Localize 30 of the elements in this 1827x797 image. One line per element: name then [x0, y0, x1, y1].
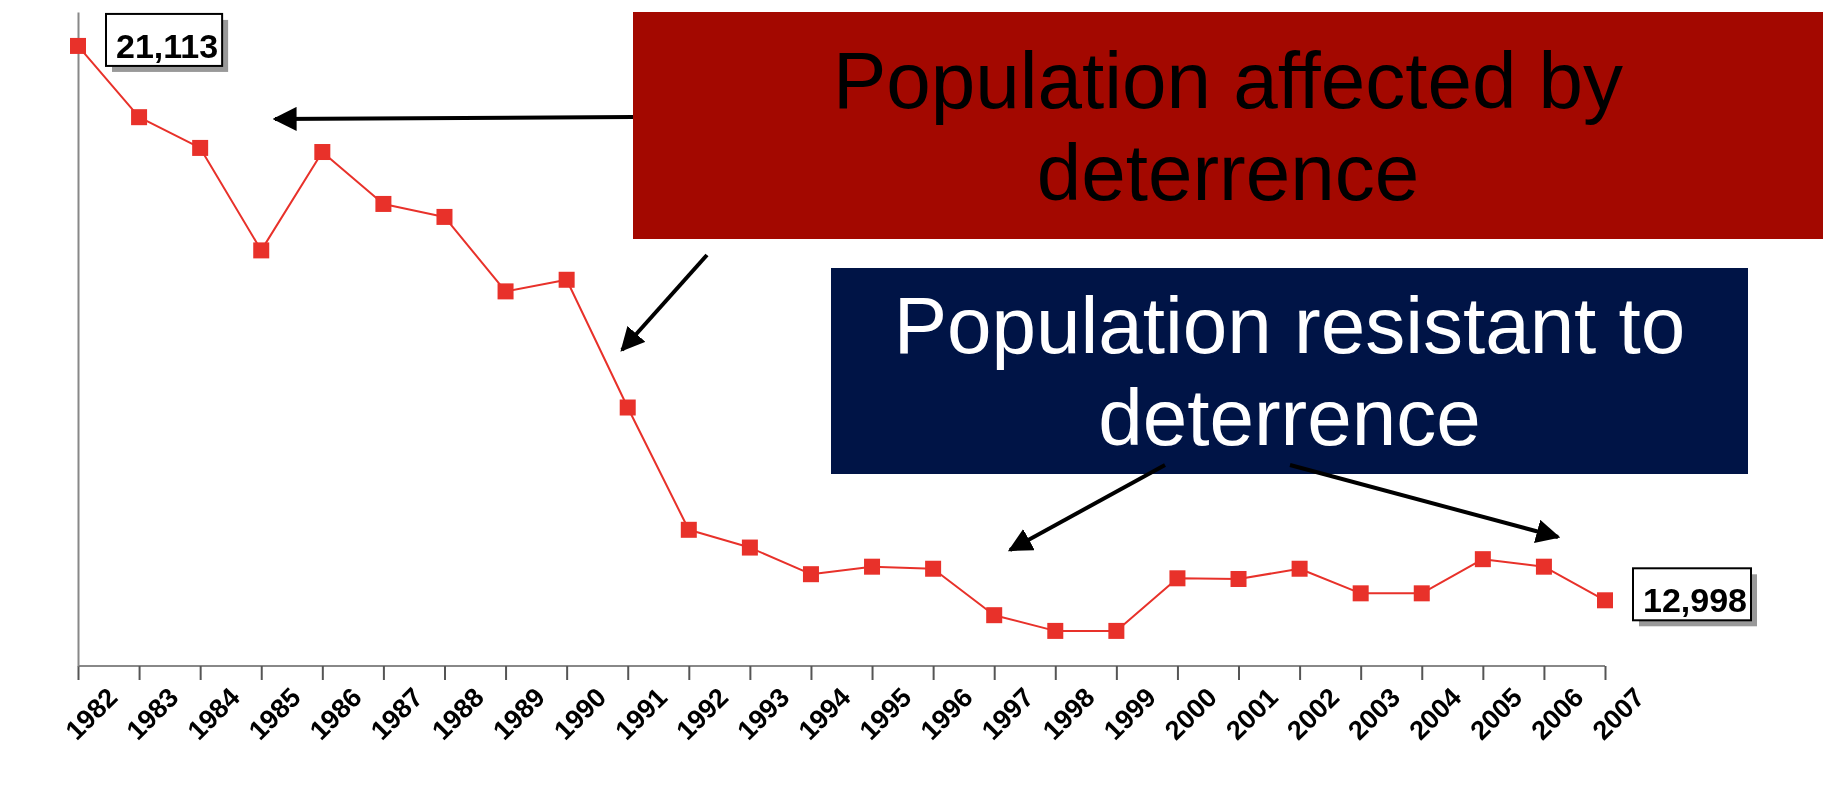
data-label: 21,113 — [116, 26, 219, 65]
point — [986, 607, 1003, 624]
data-label: 12,998 — [1643, 581, 1747, 620]
point — [1535, 558, 1552, 575]
point — [1108, 622, 1125, 639]
point — [925, 560, 942, 577]
point — [70, 37, 86, 54]
point — [741, 539, 758, 556]
point — [1474, 551, 1491, 568]
point — [680, 521, 697, 538]
point — [1352, 585, 1369, 602]
point — [864, 558, 881, 575]
annotation: Population affected by deterrence — [832, 35, 1624, 217]
point — [314, 144, 331, 161]
point — [1047, 622, 1064, 639]
point — [253, 242, 270, 259]
point — [1413, 585, 1430, 602]
point — [192, 139, 209, 156]
point — [436, 208, 453, 225]
point — [802, 566, 819, 583]
point — [1291, 560, 1308, 577]
point — [1169, 570, 1186, 587]
point — [497, 283, 514, 300]
point — [131, 109, 148, 126]
point — [619, 399, 636, 416]
point — [1230, 570, 1247, 587]
point — [1597, 592, 1613, 609]
point — [558, 271, 575, 288]
point — [375, 195, 392, 212]
annotation: Population resistant to deterrence — [893, 281, 1686, 462]
